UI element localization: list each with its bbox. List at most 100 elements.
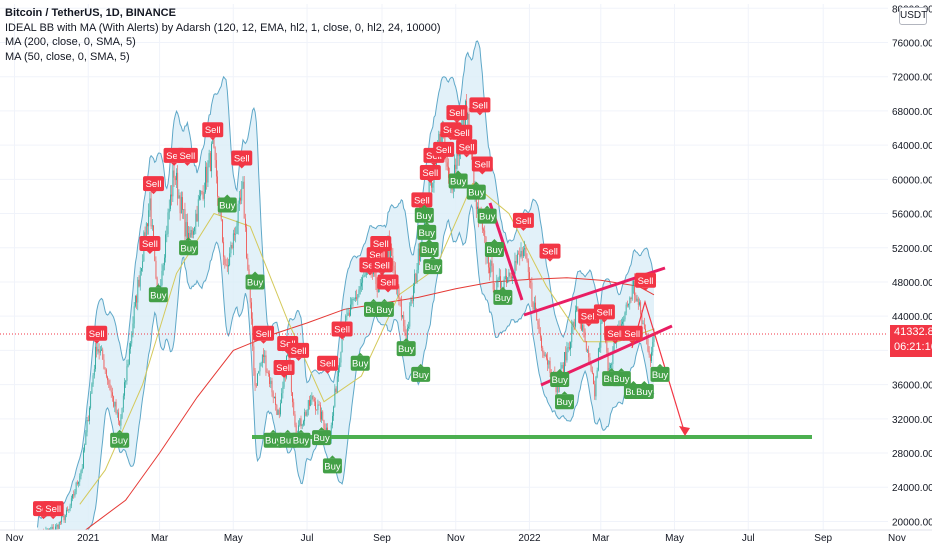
symbol-title[interactable]: Bitcoin / TetherUS, 1D, BINANCE — [5, 7, 176, 19]
candle-body — [526, 258, 528, 261]
candle-body — [649, 354, 651, 362]
candle-body — [431, 180, 432, 188]
sell-signal: Sell — [139, 235, 161, 254]
candle — [101, 345, 102, 351]
y-axis[interactable]: 20000.00 24000.00 28000.00 32000.00 36000.00… — [888, 0, 932, 550]
candle-body — [440, 132, 442, 145]
candle-body — [606, 341, 608, 352]
sell-signal-pointer — [476, 112, 483, 116]
candle — [244, 213, 246, 232]
candle-body — [271, 380, 273, 393]
candle-body — [235, 233, 237, 235]
candle — [275, 392, 277, 411]
indicator-ma50-label[interactable]: MA (50, close, 0, SMA, 5) — [5, 50, 130, 63]
candle-body — [131, 334, 133, 344]
candle — [119, 420, 121, 427]
indicator-bb-label[interactable]: IDEAL BB with MA (With Alerts) by Adarsh… — [5, 21, 441, 34]
candle-body — [633, 280, 634, 287]
buy-signal-pointer — [556, 368, 563, 372]
candle-body — [165, 234, 167, 258]
candle — [504, 268, 506, 280]
sell-signal-box — [86, 325, 108, 341]
candle — [95, 343, 96, 372]
candle — [392, 248, 394, 273]
signal-label: Sell — [443, 125, 459, 136]
candle-body — [301, 424, 303, 427]
signal-label: Buy — [324, 461, 341, 472]
candle-body — [653, 332, 655, 342]
candle — [508, 268, 510, 283]
candle-body — [567, 347, 569, 349]
buy-signal-pointer — [370, 298, 377, 302]
candle — [642, 320, 644, 325]
candle-body — [69, 505, 71, 510]
candle-body — [565, 352, 567, 361]
candle-body — [340, 352, 342, 363]
last-price-tag: 41332.83 06:21:16 — [890, 325, 932, 357]
candle-body — [244, 218, 246, 228]
candle — [136, 294, 137, 310]
candle-body — [170, 194, 171, 209]
candle-body — [463, 116, 465, 127]
indicator-ma200-label[interactable]: MA (200, close, 0, SMA, 5) — [5, 36, 136, 48]
sell-signal-pointer — [520, 227, 527, 231]
candle-body — [514, 260, 516, 275]
candle — [639, 298, 640, 307]
candle-body — [116, 412, 118, 414]
candle-body — [281, 393, 283, 404]
candle-body — [417, 248, 419, 270]
candle — [236, 220, 238, 235]
candle-body — [228, 265, 229, 267]
candle — [253, 341, 255, 376]
candle — [301, 423, 303, 430]
candle-body — [377, 288, 379, 293]
candle — [92, 373, 94, 387]
candle — [567, 342, 569, 353]
candle — [197, 194, 199, 227]
buy-signal-box — [484, 241, 504, 257]
signal-label: Sell — [449, 108, 465, 119]
candle-body — [525, 248, 527, 259]
buy-signal-box — [419, 241, 439, 257]
sell-signal-pointer — [430, 162, 437, 166]
candle-body — [532, 301, 534, 310]
signal-label: Sell — [596, 307, 612, 318]
candle-body — [409, 306, 411, 327]
sell-signal: Sell — [621, 325, 643, 344]
buy-signal-box — [634, 383, 654, 399]
x-tick-label: Mar — [151, 533, 169, 544]
sell-signal-pointer — [209, 137, 216, 141]
candle-body — [533, 302, 535, 310]
candle-body — [232, 233, 234, 249]
candle-body — [133, 306, 135, 324]
candle-body — [543, 352, 545, 356]
candle-body — [300, 418, 302, 427]
candle-body — [506, 275, 507, 283]
buy-signal-box — [466, 184, 486, 200]
candle-body — [184, 209, 186, 237]
candle — [149, 191, 151, 217]
candle-body — [477, 206, 478, 210]
candle — [96, 342, 98, 358]
signal-label: Sell — [369, 250, 385, 261]
candle-body — [234, 233, 235, 235]
candle-body — [573, 322, 575, 327]
candle-body — [568, 347, 570, 350]
candle-body — [588, 350, 590, 358]
projection-arrowhead — [679, 426, 690, 436]
candle-body — [241, 188, 243, 201]
candle-body — [596, 370, 598, 378]
candle — [234, 227, 235, 241]
candle-body — [538, 324, 540, 334]
x-axis[interactable]: Nov 2021 Mar May Jul Sep Nov 2022 Mar May Jul Sep No… — [0, 529, 932, 550]
candle — [173, 163, 175, 187]
buy-signal-pointer — [185, 237, 192, 241]
sell-signal: Sell — [604, 325, 626, 344]
candle-body — [365, 270, 367, 275]
candle-body — [496, 279, 498, 296]
candle-body — [80, 470, 82, 477]
sell-signal-box — [411, 192, 433, 208]
signal-label: Buy — [652, 370, 669, 381]
currency-button[interactable]: USDT — [899, 7, 927, 25]
